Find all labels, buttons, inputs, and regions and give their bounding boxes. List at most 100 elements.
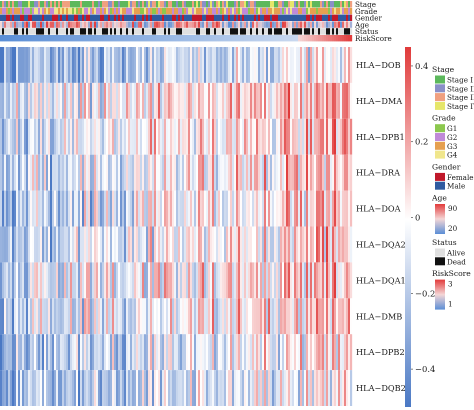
track-gender-cell [66,14,69,21]
track-age-cell [172,21,175,28]
heatmap-cell [132,370,135,406]
heatmap-cell [324,118,327,155]
heatmap-cell [138,370,141,406]
heatmap-cell [92,370,95,406]
heatmap-cell [340,154,343,191]
heatmap-cell [192,82,195,119]
track-stage-cell [144,1,147,8]
heatmap-cell [162,298,165,335]
legend-label: Stage I [447,76,473,85]
heatmap-cell [48,82,51,119]
heatmap-cell [94,47,97,83]
heatmap-cell [218,262,221,299]
heatmap-cell [24,190,27,227]
heatmap-cell [136,47,139,83]
track-gender-cell [338,14,341,21]
heatmap-cell [118,154,121,191]
heatmap-cell [244,298,247,335]
heatmap-cell [320,190,323,227]
track-age-cell [130,21,133,28]
track-grade-cell [280,7,283,15]
track-riskscore-cell [202,35,205,42]
heatmap-cell [94,118,97,155]
track-gender-cell [140,14,143,21]
track-gender-cell [130,14,133,21]
heatmap-cell [32,47,35,83]
track-riskscore-cell [186,35,189,42]
track-age-cell [90,21,93,28]
heatmap-cell [48,226,51,263]
heatmap-cell [290,190,293,227]
track-grade-cell [252,7,255,15]
heatmap-cell [154,262,157,299]
track-gender-cell [334,14,337,21]
track-stage-cell [202,1,205,8]
track-riskscore-cell [118,35,121,42]
track-stage-cell [266,1,269,8]
heatmap-cell [306,82,309,119]
heatmap-cell [42,82,45,119]
heatmap-cell [12,262,15,299]
heatmap-cell [92,262,95,299]
track-age-cell [292,21,295,28]
heatmap-cell [298,154,301,191]
track-grade-cell [266,7,269,15]
heatmap-cell [26,82,29,119]
heatmap-cell [126,262,129,299]
heatmap-cell [114,118,117,155]
heatmap-cell [196,334,199,371]
heatmap-cell [338,334,341,371]
heatmap-cell [172,154,175,191]
track-status-cell [22,28,25,35]
heatmap-cell [318,154,321,191]
heatmap-cell [334,47,337,83]
track-age-cell [102,21,105,28]
heatmap-cell [170,190,173,227]
heatmap-cell [30,47,33,83]
track-stage-cell [126,1,129,8]
heatmap-cell [50,226,53,263]
track-grade-cell [342,7,345,15]
heatmap-cell [192,118,195,155]
track-gender-cell [312,14,315,21]
heatmap-cell [130,82,133,119]
heatmap-cell [190,334,193,371]
track-status-cell [14,28,17,35]
legend-swatch [435,172,445,181]
heatmap-cell [342,334,345,371]
track-grade-cell [36,7,39,15]
track-grade-cell [242,7,245,15]
heatmap-cell [274,154,277,191]
heatmap-cell [104,298,107,335]
heatmap-cell [332,190,335,227]
track-riskscore-cell [54,35,57,42]
heatmap-cell [242,298,245,335]
heatmap-cell [344,82,347,119]
heatmap-cell [250,262,253,299]
track-age-cell [328,21,331,28]
track-gender-cell [114,14,117,21]
heatmap-cell [216,190,219,227]
heatmap-cell [16,226,19,263]
heatmap-cell [340,334,343,371]
track-riskscore-cell [304,35,307,42]
track-gender-cell [148,14,151,21]
track-stage-cell [32,1,35,8]
heatmap-cell [344,190,347,227]
heatmap-cell [228,47,231,83]
heatmap-cell [198,47,201,83]
heatmap-cell [152,334,155,371]
heatmap-cell [68,154,71,191]
heatmap-cell [170,226,173,263]
track-status-cell [12,28,15,35]
heatmap-cell [40,226,43,263]
heatmap-cell [214,298,217,335]
heatmap-cell [204,118,207,155]
heatmap-cell [66,82,69,119]
track-age-cell [240,21,243,28]
heatmap-cell [44,370,47,406]
heatmap-cell [168,118,171,155]
track-stage-cell [346,1,349,8]
track-gender-cell [18,14,21,21]
heatmap-cell [268,334,271,371]
